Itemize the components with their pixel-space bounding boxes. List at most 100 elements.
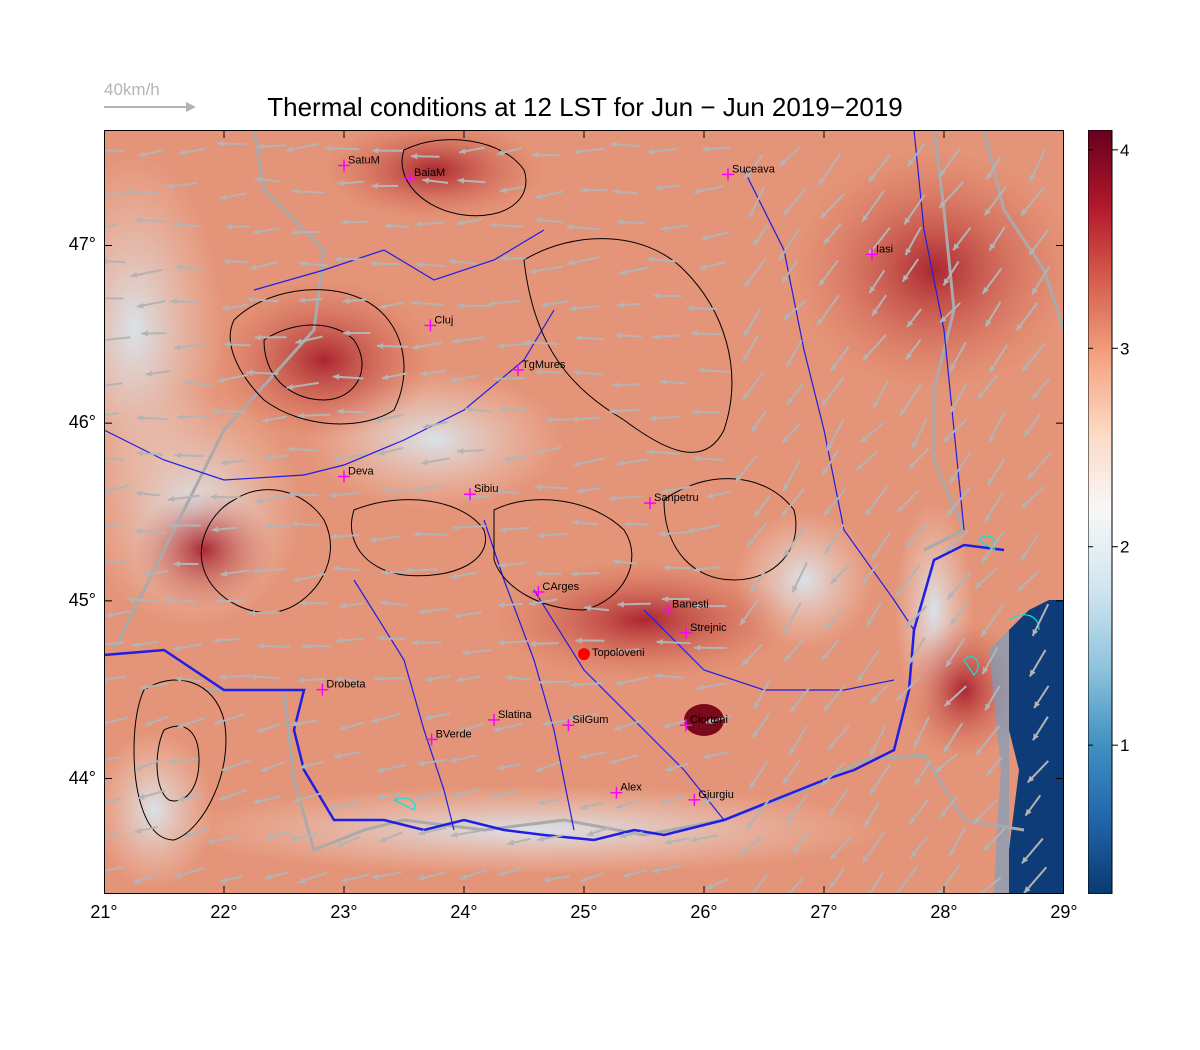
wind-arrow [1028,649,1047,677]
wind-arrow [104,223,118,229]
wind-arrow [256,143,287,150]
wind-arrow [378,301,404,310]
wind-arrow [457,177,486,184]
wind-arrow [752,224,770,247]
wind-arrow [782,460,801,492]
wind-arrow [665,762,689,772]
wind-arrow [453,788,480,798]
city-label: Suceava [732,163,776,175]
wind-arrow [458,722,485,733]
wind-arrow [301,643,331,650]
wind-arrow [646,448,681,456]
wind-arrow [624,521,650,528]
wind-arrow [753,680,771,710]
wind-arrow [291,229,322,236]
x-tick-label: 25° [570,902,598,922]
wind-arrow [859,421,885,444]
wind-arrow [137,789,166,800]
wind-arrow [792,830,809,854]
city-marker: Sanpetru [644,492,699,510]
x-tick-label: 23° [330,902,358,922]
wind-arrow [818,259,839,287]
wind-arrow [104,797,121,803]
wind-arrow [613,648,640,655]
x-tick-label: 26° [690,902,718,922]
wind-arrow [984,685,1001,711]
wind-arrow [573,457,604,467]
wind-arrow [580,751,607,760]
wind-arrow [535,570,562,577]
wind-arrow [905,605,928,629]
wind-arrow [217,140,247,147]
wind-arrow [739,599,759,626]
wind-arrow [1023,866,1048,894]
wind-arrow [221,759,251,772]
wind-arrow [659,379,687,386]
wind-arrow [371,182,398,189]
wind-arrow [425,674,451,683]
wind-arrow [461,649,491,656]
wind-arrow [706,490,731,499]
wind-arrow [705,715,732,725]
colorbar: 1 2 3 4 [1088,130,1129,894]
wind-arrow [570,570,600,577]
wind-arrow [617,601,651,608]
wind-arrow [219,192,247,201]
wind-arrow [701,793,729,805]
wind-arrow [106,609,131,618]
wind-arrow [177,792,203,802]
wind-arrow [746,522,768,547]
wind-arrow [983,185,1007,217]
wind-arrow [384,222,410,229]
wind-arrow [616,301,642,308]
wind-arrow [145,370,171,377]
wind-arrow [942,418,968,443]
highlight-site-marker [578,648,590,661]
wind-arrow [783,602,802,634]
wind-arrow [457,302,491,309]
wind-arrow [104,456,125,461]
wind-arrow [827,724,850,751]
wind-arrow [952,226,972,251]
wind-arrow [334,676,362,683]
city-marker: BaiaM [404,167,445,184]
wind-arrow [1032,716,1049,741]
wind-arrow [499,406,529,413]
wind-arrow [222,258,250,265]
wind-arrow [734,454,758,483]
wind-arrow [374,413,405,423]
wind-arrow [452,524,487,531]
hot-area-east [794,150,1064,390]
colorbar-tick-label: 3 [1120,339,1129,358]
wind-arrow [988,226,1006,251]
wind-arrow [820,762,845,787]
wind-arrow [134,826,158,834]
wind-arrow [224,341,251,348]
wind-arrow [369,535,400,543]
map-title: Thermal conditions at 12 LST for Jun − J… [267,92,903,122]
wind-arrow [864,485,889,517]
wind-arrow [615,799,642,809]
wind-arrow [335,637,363,644]
wind-arrow [945,636,967,668]
city-marker: Giurgiu [688,789,734,806]
wind-arrow [376,763,406,773]
wind-arrow [499,185,524,194]
wind-arrow [337,180,364,187]
wind-arrow [692,455,724,462]
wind-arrow [412,639,442,646]
wind-arrow [457,448,484,455]
city-marker: SilGum [562,714,608,732]
wind-arrow [782,299,807,321]
wind-arrow [381,486,410,493]
wind-arrow [705,877,729,890]
river-jiu [353,579,455,831]
wind-arrow [412,484,444,493]
wind-arrow [696,682,727,691]
river-prut [913,130,965,531]
wind-arrow [619,831,643,839]
city-label: TgMures [522,359,566,371]
wind-arrow [615,676,649,686]
wind-arrow [216,597,246,604]
wind-arrow [286,381,319,390]
